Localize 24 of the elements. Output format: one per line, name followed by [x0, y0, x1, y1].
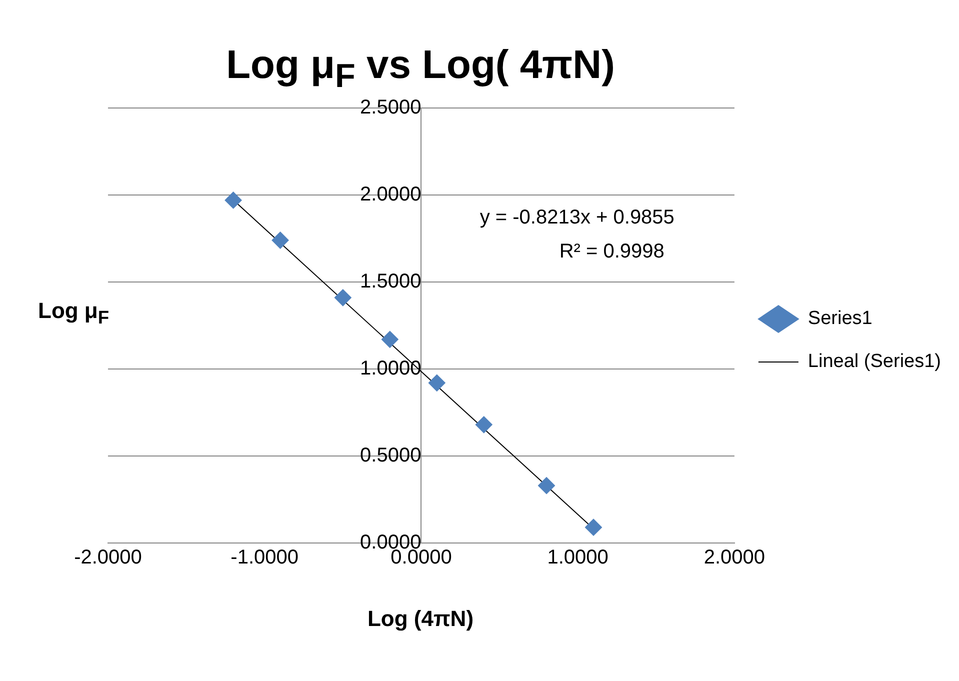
y-tick-label: 0.5000 [360, 444, 422, 467]
point [272, 232, 289, 249]
y-tick-label: 1.0000 [360, 358, 422, 380]
x-tick-label: -1.0000 [230, 546, 299, 569]
point [475, 416, 492, 434]
point [224, 192, 242, 209]
point [381, 330, 398, 348]
y-tick-label: 2.5000 [360, 96, 422, 119]
legend-label: Lineal (Series1) [808, 351, 942, 372]
y-axis-title: Log μ$_{F}$ [38, 298, 110, 328]
point [538, 477, 556, 494]
x-tick-label: 1.0000 [547, 546, 608, 569]
y-tick-label: 1.5000 [360, 270, 422, 293]
point [334, 289, 352, 306]
x-tick-label: 2.0000 [704, 546, 766, 569]
point [428, 374, 446, 392]
legend-label: Series1 [808, 308, 872, 330]
annotation: y = -0.8213x + 0.9855 [480, 206, 674, 229]
y-tick-label: 2.0000 [360, 184, 422, 206]
annotation: R² = 0.9998 [559, 240, 664, 263]
chart-title: Log μ$_{F}$ vs Log( 4πN) [225, 43, 616, 96]
point [584, 518, 602, 536]
x-axis-title: Log (4πN) [366, 606, 475, 632]
x-tick-label: -2.0000 [74, 546, 142, 569]
